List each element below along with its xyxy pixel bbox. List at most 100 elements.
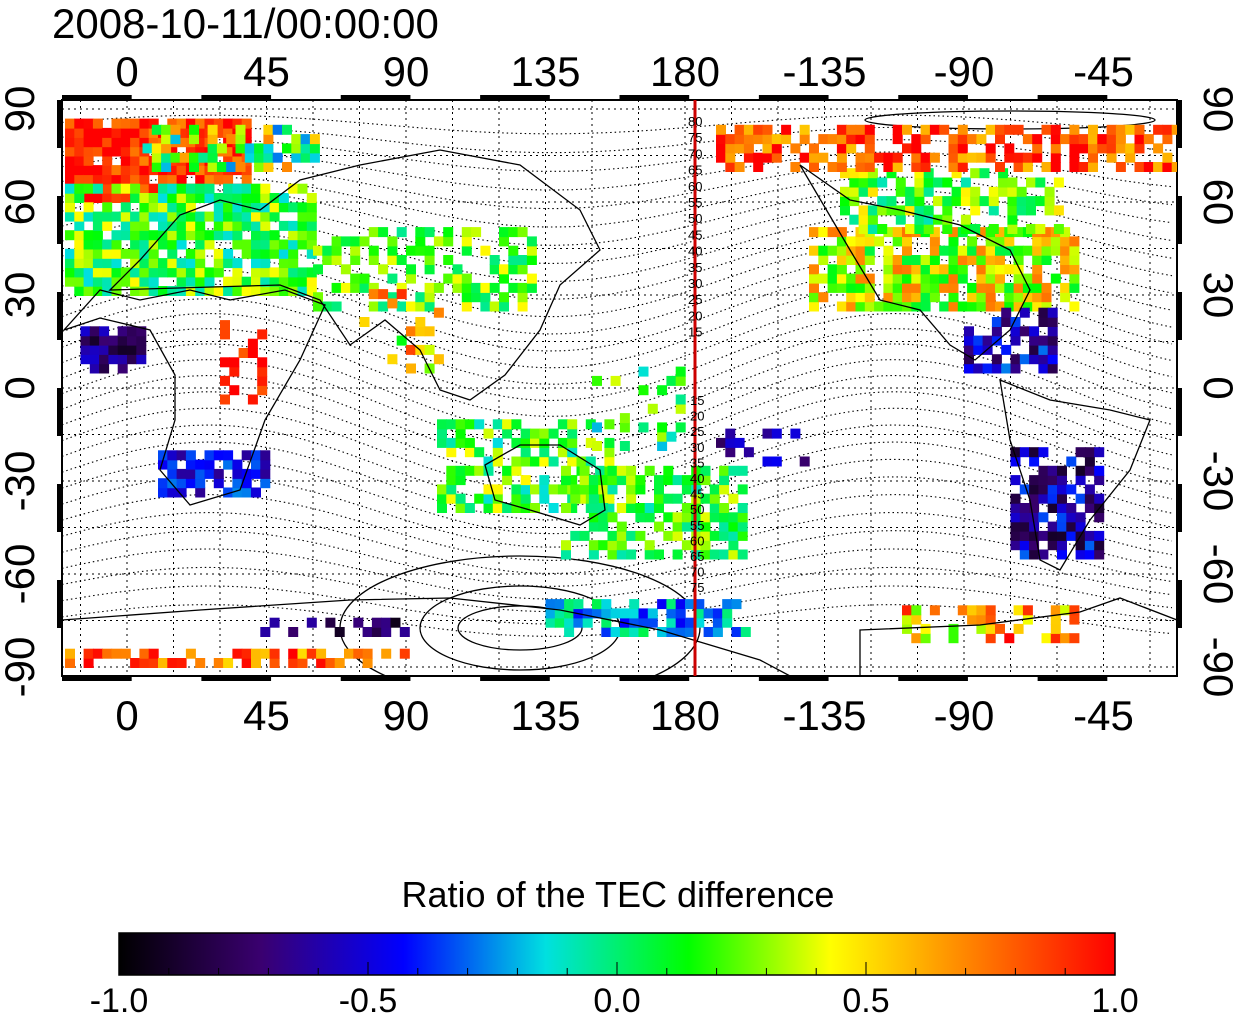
tec-cell <box>251 286 261 296</box>
tec-cell <box>213 468 224 479</box>
tec-cell <box>719 512 730 523</box>
tec-cell <box>204 183 215 194</box>
tec-cell <box>1066 456 1077 467</box>
tec-cell <box>809 227 819 238</box>
tec-cell <box>530 428 540 439</box>
contour-label-south: 45 <box>690 487 704 502</box>
tec-cell <box>260 183 271 194</box>
tec-cell <box>1057 503 1067 513</box>
tec-cell <box>1010 530 1021 541</box>
coastline-path <box>62 597 791 676</box>
magnetic-contour-line <box>62 512 1173 574</box>
tec-cell <box>309 152 320 163</box>
tec-cell <box>1032 292 1043 303</box>
tec-cell <box>1060 633 1071 644</box>
tec-cell <box>381 648 392 659</box>
tec-cell <box>461 236 472 247</box>
contour-label-north: 80 <box>688 114 702 129</box>
tec-cell <box>489 255 500 265</box>
tec-cell <box>762 456 773 467</box>
tec-cell <box>213 230 224 241</box>
tec-cell <box>712 608 723 619</box>
tec-cell <box>244 152 255 163</box>
tec-cell <box>1004 264 1015 275</box>
tec-cell <box>415 236 426 247</box>
tec-cell <box>120 267 131 278</box>
tec-cell <box>185 648 196 659</box>
tec-cell <box>998 168 1009 179</box>
tec-cell <box>424 326 435 337</box>
tec-cell <box>139 165 150 176</box>
tec-cell <box>464 465 475 476</box>
tec-cell <box>102 286 113 296</box>
tec-cell <box>579 475 590 486</box>
tec-cell <box>1019 549 1030 560</box>
tec-cell <box>573 599 584 610</box>
tec-cell <box>530 484 540 495</box>
tec-cell <box>911 633 922 644</box>
tec-cell <box>737 521 748 532</box>
tec-cell <box>948 623 959 634</box>
tec-cell <box>167 165 178 176</box>
tec-cell <box>223 286 234 296</box>
tec-cell <box>158 478 168 489</box>
tec-cell <box>920 124 931 135</box>
tec-cell <box>1013 292 1024 303</box>
tec-cell <box>1084 549 1095 560</box>
tec-cell <box>111 146 122 157</box>
tec-cell <box>1022 162 1033 172</box>
tec-cell <box>226 134 237 145</box>
tec-cell <box>102 248 113 259</box>
tec-cell <box>1047 530 1058 541</box>
tec-cell <box>167 450 178 461</box>
tec-cell <box>657 627 668 637</box>
tec-cell <box>672 549 683 560</box>
bottom-scale-bar-segment <box>201 676 272 681</box>
tec-cell <box>65 127 75 138</box>
tec-cell <box>117 335 128 346</box>
tec-cell <box>716 143 726 154</box>
tec-cell <box>719 549 730 560</box>
tec-cell <box>1050 143 1061 154</box>
tec-cell <box>241 450 252 461</box>
tec-cell <box>644 549 655 560</box>
tec-cell <box>158 286 168 296</box>
tec-cell <box>226 162 237 172</box>
tec-cell <box>1001 344 1012 355</box>
tec-cell <box>1032 264 1043 275</box>
tec-cell <box>461 282 472 293</box>
tec-cell <box>601 617 612 628</box>
tec-cell <box>836 264 847 275</box>
tec-cell <box>942 196 953 207</box>
tec-cell <box>127 344 137 355</box>
tec-cell <box>976 255 987 265</box>
left-latitude-label: 0 <box>0 376 43 399</box>
tec-cell <box>499 227 509 238</box>
tec-cell <box>195 137 206 148</box>
tec-cell <box>102 211 113 222</box>
tec-cell <box>1047 354 1058 365</box>
tec-cell <box>278 248 289 259</box>
tec-cell <box>282 124 292 135</box>
tec-cell <box>1026 177 1036 188</box>
tec-cell <box>771 456 782 467</box>
tec-cell <box>1007 196 1018 207</box>
tec-cell <box>539 428 550 439</box>
tec-cell <box>964 344 974 355</box>
tec-cell <box>970 168 981 179</box>
tec-cell <box>864 124 875 135</box>
tec-cell <box>988 186 999 197</box>
tec-cell <box>1010 354 1021 365</box>
tec-cell <box>539 437 550 448</box>
tec-cell <box>672 493 683 504</box>
left-latitude-label: 30 <box>0 272 43 319</box>
tec-cell <box>855 273 866 284</box>
tec-cell <box>117 326 128 337</box>
tec-cell <box>725 428 736 439</box>
tec-cell <box>1007 177 1018 188</box>
tec-cell <box>694 608 705 619</box>
tec-cell <box>65 658 75 668</box>
tec-cell <box>1060 236 1071 247</box>
tec-cell <box>151 143 162 154</box>
tec-cell <box>902 245 912 256</box>
